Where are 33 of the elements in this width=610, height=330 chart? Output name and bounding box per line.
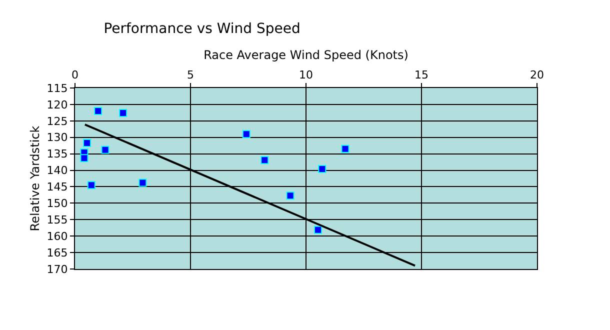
point bbox=[260, 156, 269, 164]
point bbox=[83, 138, 92, 147]
point bbox=[94, 107, 102, 116]
x-tick-label: 10 bbox=[299, 68, 313, 82]
y-tick-label: 165 bbox=[46, 246, 68, 260]
chart-title: Performance vs Wind Speed bbox=[104, 20, 300, 37]
point bbox=[318, 164, 326, 173]
x-axis-title: Race Average Wind Speed (Knots) bbox=[204, 48, 408, 62]
y-axis-title: Relative Yardstick bbox=[28, 126, 42, 232]
point bbox=[87, 181, 96, 190]
point bbox=[101, 146, 110, 154]
x-tick-label: 15 bbox=[414, 68, 428, 82]
y-tick-label: 115 bbox=[46, 82, 68, 95]
point bbox=[286, 192, 294, 200]
point bbox=[314, 226, 322, 234]
point bbox=[341, 144, 350, 153]
y-tick-label: 155 bbox=[46, 213, 68, 226]
y-tick-label: 145 bbox=[46, 180, 68, 194]
y-tick-label: 170 bbox=[46, 262, 68, 276]
point bbox=[119, 109, 128, 118]
point bbox=[138, 178, 147, 187]
y-tick-label: 125 bbox=[46, 114, 68, 128]
x-tick-label: 5 bbox=[187, 68, 194, 82]
y-tick-label: 120 bbox=[46, 98, 68, 112]
point bbox=[242, 130, 250, 138]
y-tick-label: 150 bbox=[46, 197, 68, 210]
y-tick-label: 140 bbox=[46, 164, 68, 178]
point bbox=[80, 154, 88, 162]
x-tick-label: 20 bbox=[530, 68, 544, 82]
y-tick-label: 160 bbox=[46, 230, 68, 243]
y-tick-label: 135 bbox=[46, 148, 68, 161]
x-tick-label: 0 bbox=[72, 68, 78, 82]
y-tick-label: 130 bbox=[46, 131, 68, 144]
